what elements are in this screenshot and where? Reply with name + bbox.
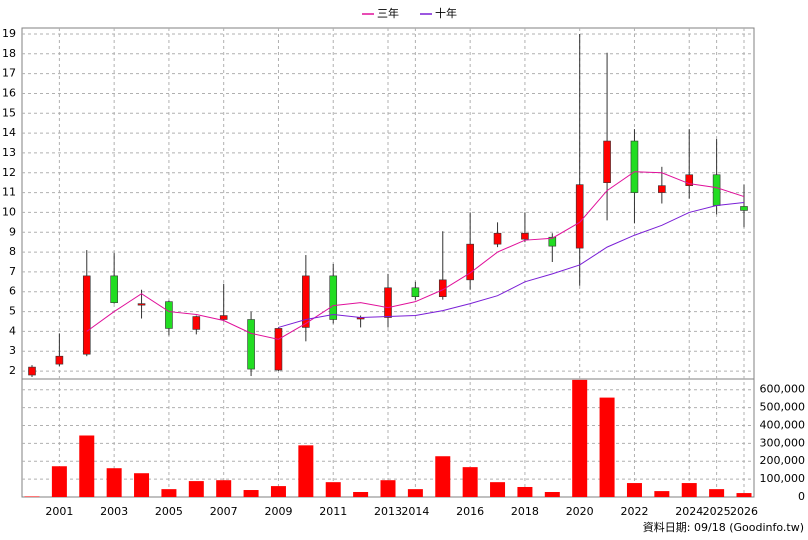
- candle-body: [137, 303, 146, 306]
- y-tick-label: 19: [2, 27, 16, 40]
- x-tick-label: 2020: [566, 505, 594, 518]
- candle-body: [28, 366, 36, 376]
- volume-bar: [298, 445, 314, 497]
- y-tick-label: 5: [9, 305, 16, 318]
- candle-body: [82, 275, 91, 355]
- legend-label: 十年: [435, 6, 457, 20]
- y2-tick-label: 500,000: [760, 401, 806, 414]
- y-tick-label: 11: [2, 186, 16, 199]
- volume-bar: [270, 486, 286, 497]
- x-tick-label: 2025: [703, 505, 731, 518]
- candle-body: [548, 236, 557, 247]
- candle-body: [384, 287, 392, 318]
- candle-body: [110, 275, 118, 303]
- x-tick-label: 2003: [100, 505, 128, 518]
- y-tick-label: 16: [2, 86, 16, 99]
- candle-body: [192, 316, 201, 330]
- candle-body: [219, 315, 228, 320]
- candle-body: [438, 279, 447, 298]
- x-tick-label: 2026: [730, 505, 758, 518]
- x-tick-label: 2014: [401, 505, 429, 518]
- candle-body: [165, 301, 173, 329]
- candle-body: [575, 184, 584, 249]
- candle-body: [466, 243, 474, 281]
- volume-bar: [134, 473, 150, 497]
- x-tick-label: 2007: [210, 505, 238, 518]
- volume-bar: [709, 489, 725, 497]
- volume-bar: [188, 481, 204, 497]
- candle-body: [712, 174, 721, 206]
- candle-body: [658, 185, 666, 193]
- x-tick-label: 2016: [456, 505, 484, 518]
- y-tick-label: 12: [2, 166, 16, 179]
- volume-bar: [544, 491, 560, 497]
- y2-tick-label: 600,000: [760, 383, 806, 396]
- x-tick-label: 2024: [675, 505, 703, 518]
- footer: 資料日期: 09/18 (Goodinfo.tw): [643, 520, 804, 534]
- y-tick-label: 8: [9, 245, 16, 258]
- y2-tick-label: 0: [798, 490, 805, 503]
- candle-body: [603, 140, 611, 183]
- candle-body: [521, 232, 529, 240]
- y-tick-label: 2: [9, 364, 16, 377]
- y-tick-label: 17: [2, 67, 16, 80]
- x-tick-label: 2005: [155, 505, 183, 518]
- candle-body: [685, 174, 694, 186]
- volume-bar: [243, 490, 259, 497]
- y-tick-label: 7: [9, 265, 16, 278]
- candle-body: [630, 140, 639, 193]
- x-tick-label: 2018: [511, 505, 539, 518]
- y-tick-label: 18: [2, 47, 16, 60]
- x-tick-label: 2009: [264, 505, 292, 518]
- candle-body: [55, 355, 64, 365]
- y-tick-label: 6: [9, 285, 16, 298]
- y2-tick-label: 300,000: [760, 436, 806, 449]
- volume-bar: [51, 466, 67, 497]
- y-tick-label: 10: [2, 205, 16, 218]
- volume-bar: [654, 491, 670, 497]
- x-tick-label: 2013: [374, 505, 402, 518]
- candle-body: [329, 275, 338, 320]
- candle-body: [274, 328, 283, 371]
- volume-bar: [24, 496, 40, 497]
- volume-bar: [462, 467, 478, 497]
- volume-bar: [380, 480, 396, 497]
- y-tick-label: 9: [9, 225, 16, 238]
- volume-bar: [517, 486, 533, 497]
- legend-label: 三年: [377, 6, 399, 20]
- ma-line: [278, 202, 745, 328]
- y-tick-label: 14: [2, 126, 16, 139]
- volume-bar: [106, 468, 122, 497]
- volume-bar: [435, 456, 451, 497]
- volume-bar: [407, 489, 423, 497]
- y-tick-label: 15: [2, 106, 16, 119]
- candle-body: [411, 287, 420, 298]
- x-tick-label: 2011: [319, 505, 347, 518]
- volume-bar: [681, 483, 697, 497]
- candle-body: [493, 232, 502, 245]
- candle-body: [247, 319, 255, 370]
- candle-body: [302, 275, 310, 328]
- y2-tick-label: 200,000: [760, 454, 806, 467]
- volume-bar: [161, 489, 177, 497]
- volume-bar: [572, 379, 588, 497]
- y2-tick-label: 400,000: [760, 418, 806, 431]
- volume-bar: [353, 491, 369, 497]
- volume-bar: [490, 482, 506, 497]
- volume-bar: [599, 397, 615, 497]
- candle-body: [740, 206, 748, 211]
- ma-line: [86, 171, 745, 340]
- y2-tick-label: 100,000: [760, 472, 806, 485]
- volume-bar: [79, 435, 95, 497]
- y-tick-label: 13: [2, 146, 16, 159]
- volume-bar: [626, 483, 642, 497]
- volume-bar: [325, 482, 341, 497]
- x-tick-label: 2022: [620, 505, 648, 518]
- y-tick-label: 4: [9, 324, 16, 337]
- x-tick-label: 2001: [45, 505, 73, 518]
- y-tick-label: 3: [9, 344, 16, 357]
- volume-bar: [736, 493, 752, 497]
- volume-bar: [216, 480, 232, 497]
